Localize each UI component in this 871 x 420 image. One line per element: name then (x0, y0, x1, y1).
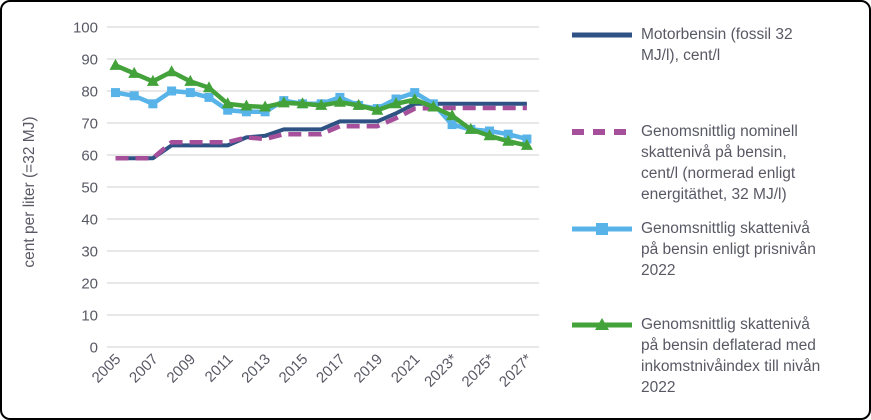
svg-text:2023*: 2023* (421, 351, 461, 391)
legend-item-nominell-skatteniva: Genomsnittlig nominell skattenivå på ben… (570, 121, 856, 205)
svg-text:50: 50 (81, 180, 98, 197)
svg-text:70: 70 (81, 116, 98, 133)
svg-text:20: 20 (81, 276, 98, 293)
series-3 (109, 58, 533, 150)
x-axis-tick-labels: 2005 2007 2009 2011 2013 2015 2017 2019 20212023… (89, 351, 536, 391)
square-marker-line-swatch-icon (572, 223, 632, 235)
y-axis-tick-labels: 0 10 20 30 40 50 60 70 80 90 100 (73, 20, 98, 357)
legend-label: Genomsnittlig skattenivå på bensin defla… (641, 316, 821, 396)
svg-text:40: 40 (81, 212, 98, 229)
svg-text:2009: 2009 (164, 351, 200, 387)
svg-text:60: 60 (81, 148, 98, 165)
line-chart-plot: 0 10 20 30 40 50 60 70 80 90 100 cent per liter (=3… (21, 20, 539, 391)
svg-text:2011: 2011 (202, 351, 237, 386)
svg-text:80: 80 (81, 84, 98, 101)
triangle-marker-line-swatch-icon (572, 318, 632, 330)
legend-item-inkomstnivaindex: Genomsnittlig skattenivå på bensin defla… (570, 314, 856, 398)
y-axis-title: cent per liter (=32 MJ) (21, 116, 38, 267)
svg-text:2007: 2007 (126, 351, 162, 387)
legend-label: Motorbensin (fossil 32 MJ/l), cent/l (641, 26, 793, 64)
solid-line-swatch-icon (572, 32, 632, 38)
svg-text:2013: 2013 (238, 351, 274, 387)
series-1 (115, 105, 527, 161)
svg-text:0: 0 (90, 340, 98, 357)
svg-text:2021: 2021 (388, 351, 424, 387)
legend-label: Genomsnittlig skattenivå på bensin enlig… (641, 220, 816, 279)
svg-text:2025*: 2025* (459, 351, 499, 391)
svg-text:2027*: 2027* (496, 351, 536, 391)
svg-text:2015: 2015 (276, 351, 312, 387)
chart-legend: Motorbensin (fossil 32 MJ/l), cent/l Gen… (570, 2, 865, 418)
svg-text:90: 90 (81, 52, 98, 69)
svg-text:10: 10 (81, 308, 98, 325)
svg-text:100: 100 (73, 20, 98, 37)
svg-text:2019: 2019 (351, 351, 387, 387)
dashed-line-swatch-icon (572, 129, 632, 135)
legend-item-prisnivan-2022: Genomsnittlig skattenivå på bensin enlig… (570, 218, 856, 281)
legend-item-motorbensin: Motorbensin (fossil 32 MJ/l), cent/l (570, 24, 856, 66)
svg-text:30: 30 (81, 244, 98, 261)
series-0 (115, 101, 527, 161)
gridlines (107, 26, 539, 348)
legend-label: Genomsnittlig nominell skattenivå på ben… (641, 123, 798, 203)
svg-text:2017: 2017 (313, 351, 349, 387)
